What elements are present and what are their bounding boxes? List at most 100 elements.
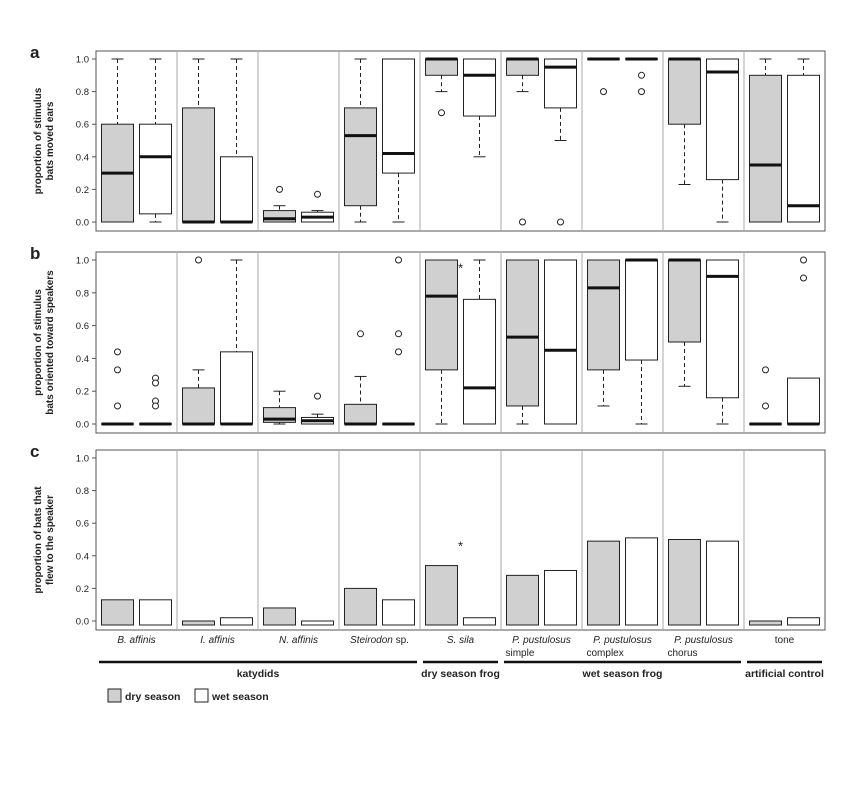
group-label: dry season frog	[421, 668, 500, 680]
box-dry-season	[182, 107, 215, 223]
bar-wet-season	[220, 617, 253, 626]
category-name: P. pustulosus	[512, 635, 571, 646]
outlier-point	[638, 71, 645, 79]
category-name: N. affinis	[279, 635, 318, 646]
box-dry-season	[425, 58, 458, 76]
box-wet-season	[139, 123, 172, 215]
outlier-point	[314, 190, 321, 198]
y-axis-label: proportion of stimulus	[33, 87, 44, 194]
box-wet-season	[706, 259, 739, 399]
outlier-point	[152, 402, 159, 410]
category-name: P. pustulosus	[674, 635, 733, 646]
y-tick-label: 0.8	[76, 486, 89, 497]
box-dry-season	[587, 259, 620, 371]
category-label-group: I. affinis	[200, 635, 234, 646]
outlier-point	[395, 348, 402, 356]
category-sublabel: simple	[506, 648, 535, 659]
outlier-point	[762, 402, 769, 410]
box-wet-season	[706, 58, 739, 181]
box-wet-season	[544, 259, 577, 425]
category-label: P. pustulosus	[512, 635, 571, 646]
category-label-group: P. pustulosus chorus	[668, 635, 733, 659]
category-label-group: N. affinis	[279, 635, 318, 646]
significance-star: *	[458, 538, 463, 553]
box-dry-season	[344, 107, 377, 207]
y-axis-label: bats oriented toward speakers	[45, 270, 56, 415]
box-dry-season	[263, 210, 296, 223]
outlier-point	[638, 88, 645, 96]
y-tick-label: 0.2	[76, 387, 89, 398]
outlier-point	[276, 185, 283, 193]
box-wet-season	[220, 351, 253, 425]
y-tick-label: 1.0	[76, 55, 89, 66]
group-label: wet season frog	[582, 668, 663, 680]
y-tick-label: 0.0	[76, 617, 89, 628]
y-axis-label: proportion of bats that	[33, 486, 44, 594]
outlier-point	[762, 366, 769, 374]
category-sublabel: chorus	[668, 648, 698, 659]
box-wet-season	[463, 58, 496, 117]
category-label-group: P. pustulosus complex	[587, 635, 652, 659]
category-name: B. affinis	[117, 635, 155, 646]
outlier-point	[152, 379, 159, 387]
box-dry-season	[668, 259, 701, 343]
category-suffix: sp.	[393, 635, 409, 646]
box-wet-season	[787, 377, 820, 425]
bar-wet-season	[544, 569, 577, 626]
panel-b: b proportion of stimulus bats oriented tow…	[30, 244, 826, 434]
y-tick-label: 0.4	[76, 551, 89, 562]
panel-c: c proportion of bats that flew to the spea…	[30, 442, 826, 631]
box-dry-season	[344, 403, 377, 425]
y-axis-label: proportion of stimulus	[33, 289, 44, 396]
category-label-group: B. affinis	[117, 635, 155, 646]
outlier-point	[395, 330, 402, 338]
category-label: S. sila	[447, 635, 475, 646]
panel-letter: b	[30, 244, 40, 263]
bar-wet-season	[139, 599, 172, 626]
category-label: P. pustulosus	[674, 635, 733, 646]
group-label: artificial control	[745, 668, 824, 680]
category-label: I. affinis	[200, 635, 234, 646]
bar-dry-season	[749, 620, 782, 626]
box-dry-season	[506, 58, 539, 76]
category-name: I. affinis	[200, 635, 234, 646]
box-dry-season	[749, 74, 782, 223]
category-label: B. affinis	[117, 635, 155, 646]
outlier-point	[800, 274, 807, 282]
y-tick-label: 0.2	[76, 185, 89, 196]
outlier-point	[114, 348, 121, 356]
y-tick-label: 1.0	[76, 454, 89, 465]
box-wet-season	[463, 298, 496, 425]
y-tick-label: 0.6	[76, 519, 89, 530]
panel-a: a proportion of stimulus bats moved ears 0.…	[30, 43, 826, 232]
box-wet-season	[382, 58, 415, 174]
bar-dry-season	[182, 620, 215, 626]
panel-frame	[95, 251, 826, 434]
y-tick-label: 0.2	[76, 584, 89, 595]
category-label: tone	[775, 635, 795, 646]
box-dry-season	[506, 259, 539, 407]
category-label-group: tone	[775, 635, 795, 646]
legend-label-wet: wet season	[211, 691, 269, 703]
group-label: katydids	[237, 668, 280, 680]
y-tick-label: 1.0	[76, 256, 89, 267]
legend-swatch-dry	[107, 688, 122, 703]
outlier-point	[195, 256, 202, 264]
category-label-group: P. pustulosus simple	[506, 635, 571, 659]
bar-wet-season	[706, 540, 739, 626]
panel-frame	[95, 50, 826, 232]
category-sublabel: complex	[587, 648, 624, 659]
category-name: S. sila	[447, 635, 475, 646]
legend-label-dry: dry season	[125, 691, 180, 703]
y-tick-label: 0.4	[76, 152, 89, 163]
category-label: N. affinis	[279, 635, 318, 646]
box-wet-season	[625, 259, 658, 361]
outlier-point	[600, 88, 607, 96]
panel-frame	[95, 449, 826, 631]
bar-wet-season	[301, 620, 334, 626]
outlier-point	[519, 218, 526, 226]
box-dry-season	[668, 58, 701, 125]
outlier-point	[114, 366, 121, 374]
bar-wet-season	[787, 617, 820, 626]
y-tick-label: 0.0	[76, 420, 89, 431]
